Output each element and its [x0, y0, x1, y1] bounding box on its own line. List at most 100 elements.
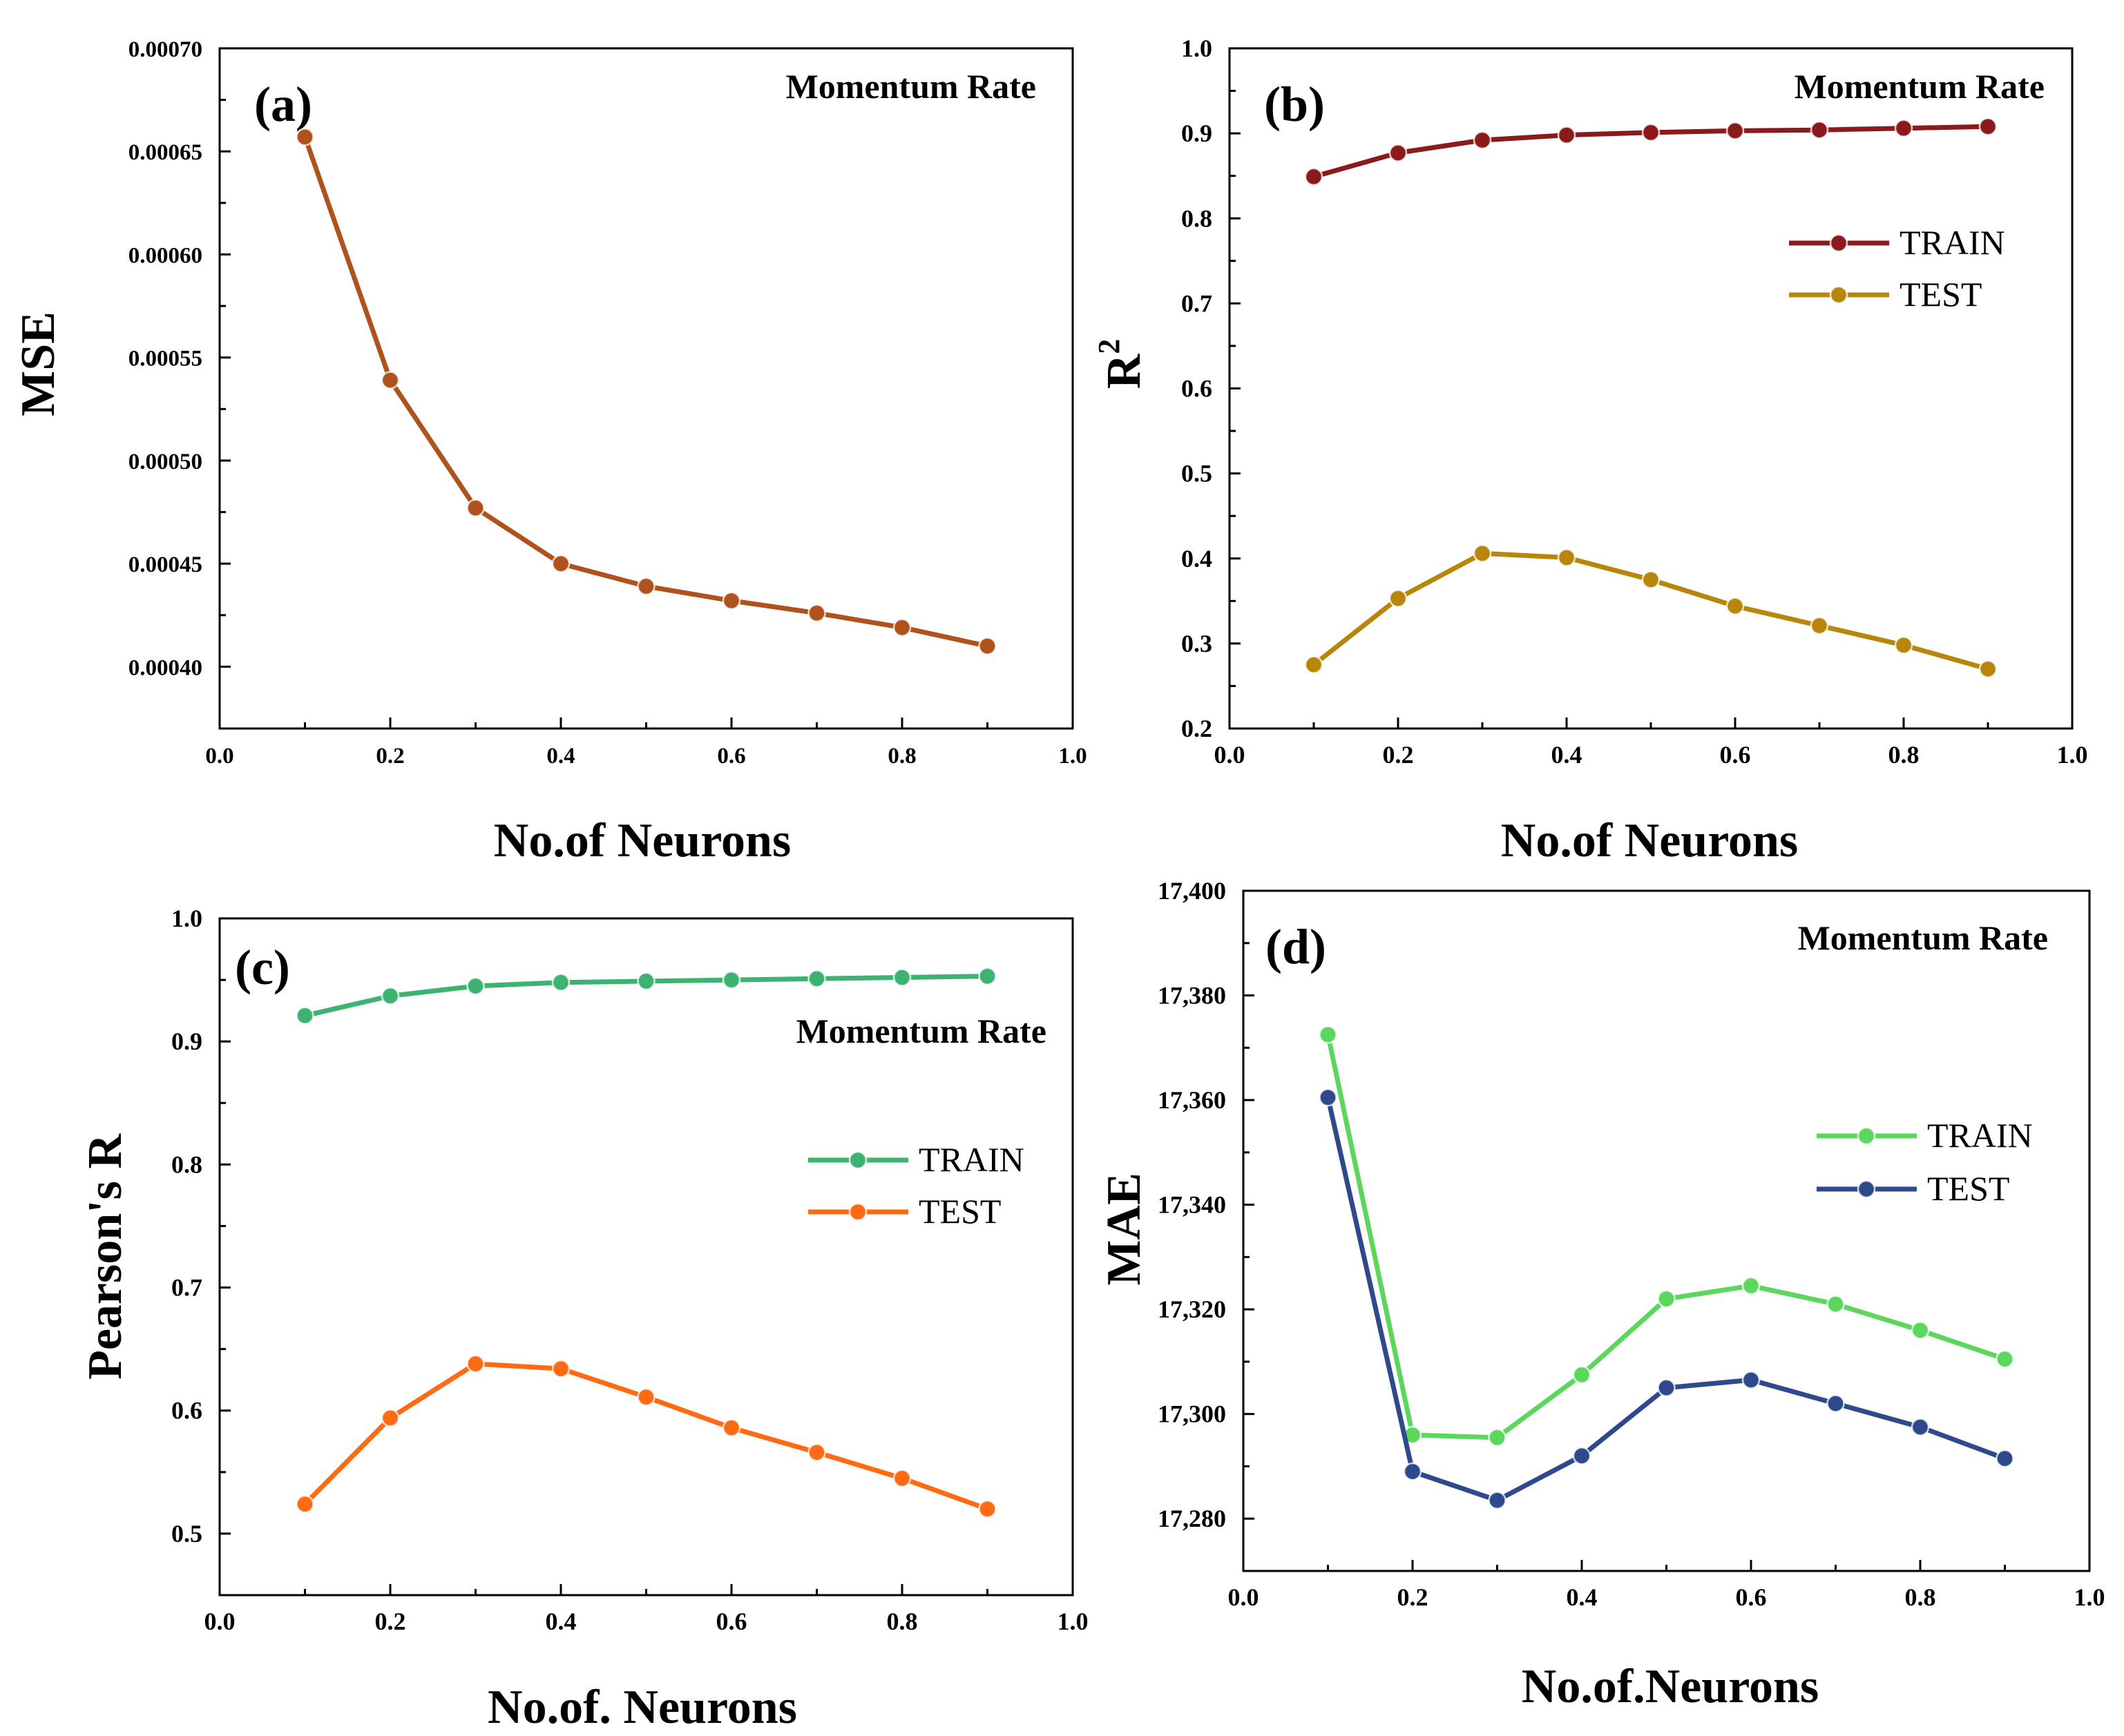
- panel-label: (c): [235, 940, 290, 995]
- y-tick-label: 17,300: [1158, 1400, 1226, 1428]
- x-tick-label: 0.6: [716, 1608, 747, 1635]
- y-tick-label: 0.00060: [128, 243, 202, 268]
- data-point: [1557, 548, 1576, 567]
- data-point: [1978, 117, 1998, 136]
- y-axis-title: MAE: [1098, 1173, 1151, 1285]
- data-point: [807, 604, 826, 623]
- data-point: [1725, 597, 1745, 615]
- data-point: [978, 967, 997, 985]
- x-tick-label: 0.2: [1383, 741, 1414, 769]
- x-tick-label: 0.8: [1905, 1583, 1936, 1611]
- data-point: [892, 968, 912, 987]
- data-point: [1894, 119, 1913, 137]
- data-point: [978, 1500, 997, 1518]
- data-point: [1473, 131, 1492, 150]
- y-axis-title-text: MAE: [1098, 1173, 1151, 1285]
- y-tick-label: 0.2: [1181, 715, 1212, 742]
- legend-label: TRAIN: [919, 1140, 1024, 1179]
- legend-label: TEST: [1900, 275, 1982, 314]
- data-point: [1978, 659, 1998, 679]
- legend-label: TRAIN: [1927, 1116, 2033, 1155]
- data-point: [466, 1354, 485, 1373]
- chart-panel-d: 0.0 0.2 0.4 0.6 0.8 1.0 17,280 17,300 17,320 17,3…: [1098, 877, 2105, 1713]
- y-axis-title-text: R: [1098, 353, 1151, 389]
- series-train: [1319, 1025, 2014, 1447]
- legend-marker: [1857, 1179, 1876, 1199]
- data-point: [1996, 1449, 2014, 1468]
- data-point: [1641, 570, 1661, 589]
- data-point: [551, 973, 571, 992]
- data-point: [1826, 1295, 1845, 1313]
- series-mse: [296, 128, 997, 655]
- series-train: [1304, 117, 1998, 186]
- data-point: [978, 637, 997, 655]
- y-tick-label: 17,340: [1158, 1191, 1226, 1219]
- y-tick-label: 0.3: [1181, 630, 1212, 657]
- x-tick-label: 0.0: [1214, 741, 1245, 769]
- panel-label: (a): [254, 77, 312, 132]
- data-point: [1488, 1428, 1506, 1447]
- data-point: [1403, 1462, 1422, 1481]
- data-point: [381, 987, 400, 1005]
- series-test: [1319, 1088, 2014, 1510]
- y-tick-label: 0.9: [1181, 119, 1212, 147]
- panel-label: (d): [1265, 919, 1326, 974]
- data-point: [1473, 544, 1492, 563]
- x-axis-title: No.of. Neurons: [488, 1681, 797, 1734]
- data-point: [1911, 1418, 1930, 1436]
- y-tick-label: 17,380: [1158, 982, 1226, 1010]
- data-point: [296, 1494, 314, 1514]
- data-point: [1657, 1289, 1676, 1309]
- chart-panel-c: 0.0 0.2 0.4 0.6 0.8 1.0 0.5 0.6 0.7 0.8 0.9 1.0 No.o…: [79, 905, 1089, 1734]
- y-axis-title: Pearson's R: [79, 1133, 132, 1380]
- annotation-text: Momentum Rate: [786, 67, 1036, 106]
- x-tick-label: 0.6: [1736, 1583, 1767, 1611]
- x-tick-label: 0.8: [887, 1608, 918, 1635]
- legend-marker: [1829, 233, 1848, 253]
- y-tick-label: 0.5: [1181, 460, 1212, 488]
- data-point: [1894, 636, 1913, 655]
- x-tick-label: 1.0: [1058, 1608, 1089, 1635]
- data-point: [466, 499, 485, 517]
- chart-panel-a: 0.0 0.2 0.4 0.6 0.8 1.0 0.00040 0.00045 0.00050 0…: [12, 37, 1087, 867]
- y-tick-label: 17,280: [1158, 1505, 1226, 1532]
- series-train: [296, 967, 997, 1025]
- data-point: [1996, 1349, 2014, 1369]
- data-point: [1810, 616, 1829, 635]
- data-point: [1741, 1371, 1761, 1389]
- data-point: [1725, 122, 1745, 140]
- x-axis-title: No.of Neurons: [1501, 814, 1798, 867]
- data-point: [637, 577, 656, 596]
- data-point: [551, 1359, 571, 1378]
- y-tick-label: 0.00040: [128, 655, 202, 680]
- chart-panel-b: 0.0 0.2 0.4 0.6 0.8 1.00.20.30.40.50.60.70.80…: [1092, 35, 2088, 867]
- data-point: [296, 128, 314, 146]
- data-point: [1388, 144, 1408, 162]
- data-point: [637, 972, 656, 991]
- data-point: [466, 976, 485, 996]
- series-test: [1304, 544, 1998, 679]
- x-tick-label: 0.8: [888, 744, 916, 769]
- data-point: [892, 1469, 912, 1487]
- data-point: [296, 1006, 314, 1025]
- y-tick-label: 0.5: [171, 1520, 202, 1547]
- legend-label: TRAIN: [1900, 223, 2005, 262]
- data-point: [1641, 123, 1661, 142]
- x-tick-label: 0.4: [546, 744, 575, 769]
- y-tick-label: 0.8: [1181, 204, 1212, 232]
- y-tick-label: 0.00045: [128, 552, 202, 577]
- y-tick-label: 17,320: [1158, 1295, 1226, 1323]
- data-point: [381, 371, 400, 389]
- data-point: [637, 1387, 656, 1407]
- data-point: [1572, 1447, 1591, 1465]
- y-tick-label: 0.00055: [128, 347, 202, 372]
- series-test: [296, 1354, 997, 1518]
- y-tick-label: 0.7: [171, 1274, 202, 1302]
- legend-label: TEST: [1927, 1169, 2009, 1208]
- data-point: [892, 618, 912, 637]
- data-point: [1319, 1025, 1337, 1044]
- y-axis-title-text: MSE: [12, 311, 65, 416]
- legend-marker: [1857, 1126, 1876, 1146]
- data-point: [1826, 1394, 1845, 1413]
- y-axis-title-superscript: 2: [1092, 339, 1126, 354]
